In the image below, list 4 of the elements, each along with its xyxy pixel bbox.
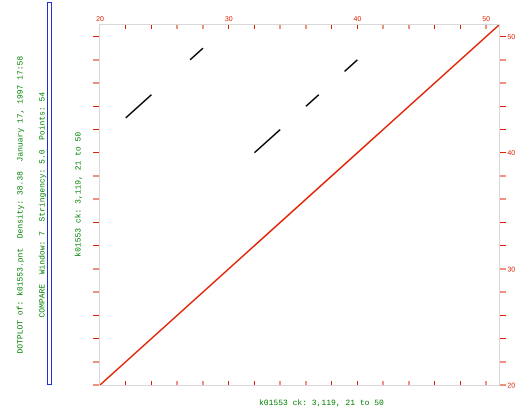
text: DOTPLOT of: k01553.pnt Density: 38.38 January 17, 1997 17:58 — [16, 56, 26, 354]
x-axis-title: k01553 ck: 3,119, 21 to 50 — [259, 399, 384, 408]
y-axis-title: k01553 ck: 3,119, 21 to 50 — [74, 132, 84, 257]
text: COMPARE Window: 7 Stringency: 5.0 Points: 54 — [38, 92, 48, 318]
